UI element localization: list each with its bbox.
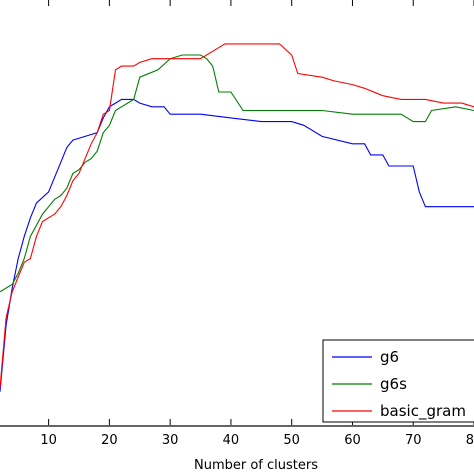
- series-layer: [0, 43, 474, 392]
- legend: g6 g6s basic_gram: [322, 339, 474, 423]
- x-tick-label: 40: [223, 433, 240, 448]
- x-tick-label: 10: [40, 433, 57, 448]
- x-tick-label: 30: [162, 433, 179, 448]
- series-line-g6s: [0, 54, 474, 293]
- x-tick-label: 20: [101, 433, 118, 448]
- series-line-basic-gram: [0, 43, 474, 389]
- legend-entries: g6 g6s basic_gram: [332, 348, 466, 421]
- legend-label-g6s: g6s: [380, 375, 407, 393]
- x-axis-label: Number of clusters: [194, 458, 318, 473]
- legend-label-g6: g6: [380, 348, 399, 366]
- legend-label-basic-gram: basic_gram: [380, 402, 466, 421]
- series-line-g6: [0, 98, 474, 392]
- tick-layer: 10 20 30 40 50 60 70 80: [40, 0, 474, 448]
- x-tick-label: 60: [344, 433, 361, 448]
- legend-box: [322, 339, 474, 423]
- x-tick-label: 70: [405, 433, 422, 448]
- x-tick-label: 50: [283, 433, 300, 448]
- x-tick-label: 80: [466, 433, 474, 448]
- plot-area-frame: [0, 425, 474, 427]
